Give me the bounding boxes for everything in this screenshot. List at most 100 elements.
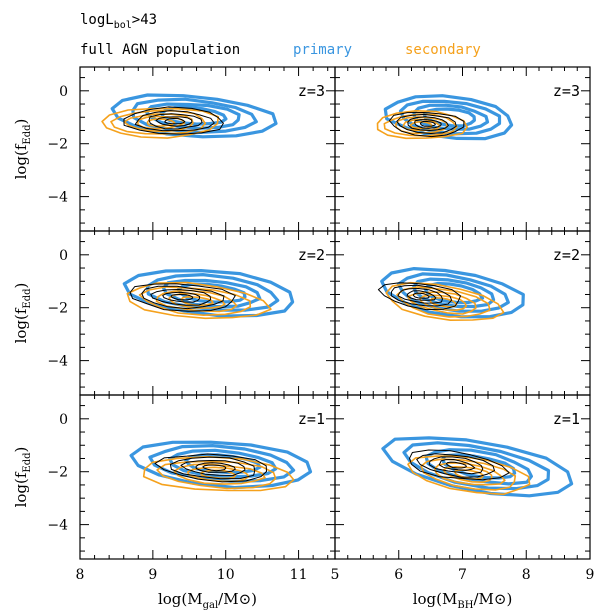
x-axis-label-part: ⊙ xyxy=(494,590,507,608)
full-contour-level-1 xyxy=(377,282,461,311)
full-contour-level-4 xyxy=(438,459,476,471)
secondary-contour-level-1 xyxy=(376,110,468,140)
y-axis-label-main: log(f xyxy=(12,307,30,343)
full-contour-level-3 xyxy=(150,289,212,306)
secondary-contour-level-3 xyxy=(173,463,266,485)
x-axis-label: log(Mgal/M⊙) xyxy=(158,590,257,611)
contours xyxy=(122,269,295,320)
contours xyxy=(376,94,514,141)
x-axis-label-part: gal xyxy=(203,600,219,611)
panel-z2-col0: z=2 0 −2 −4 xyxy=(47,230,336,396)
x-tick-label: 7 xyxy=(458,567,467,583)
x-tick-label: 11 xyxy=(290,567,308,583)
full-contour-level-4 xyxy=(162,291,201,303)
y-tick-label: −2 xyxy=(47,301,68,317)
full-contour-level-5 xyxy=(164,118,186,125)
x-axis-label: log(MBH/M⊙) xyxy=(413,590,513,611)
full-contour-level-5 xyxy=(412,292,430,299)
y-axis-label: log(fEdd) xyxy=(12,283,33,344)
panel-z3-col0: z=3 0 −2 −4 xyxy=(47,66,336,232)
full-contour-level-5 xyxy=(420,120,436,127)
x-axis-label-part: log(M xyxy=(158,590,203,608)
panel-z2-col1: z=2 xyxy=(334,230,591,396)
x-axis-label-part: ) xyxy=(506,590,512,608)
secondary-contour-level-3 xyxy=(155,289,238,313)
y-axis-label-sub: Edd xyxy=(22,124,33,145)
full-contour-level-1 xyxy=(129,283,236,312)
full-contour-level-2 xyxy=(390,284,453,307)
x-tick-label: 9 xyxy=(148,567,157,583)
y-axis-label-main: log(f xyxy=(12,143,30,179)
y-tick-label: −4 xyxy=(47,518,68,534)
y-axis-label-main: log(f xyxy=(12,471,30,507)
redshift-label: z=2 xyxy=(298,246,325,264)
x-tick-label: 10 xyxy=(217,567,235,583)
full-contour-level-2 xyxy=(169,456,256,480)
full-contour-level-3 xyxy=(428,456,484,475)
y-axis-label-end: ) xyxy=(12,119,30,125)
x-axis-label-part: ⊙ xyxy=(239,590,252,608)
x-axis-label-part: /M xyxy=(473,590,493,608)
legend-full-population: full AGN population xyxy=(80,42,240,58)
full-contour-level-4 xyxy=(155,116,193,127)
x-tick-label: 5 xyxy=(331,567,340,583)
full-contour-level-3 xyxy=(148,113,203,130)
secondary-contour-level-2 xyxy=(396,286,491,318)
full-contour-level-1 xyxy=(409,449,510,481)
secondary-contour-level-4 xyxy=(168,292,226,309)
full-contour-level-3 xyxy=(407,116,449,131)
full-contour-level-2 xyxy=(416,453,495,478)
primary-contour-level-2 xyxy=(398,99,502,136)
legend-primary: primary xyxy=(293,42,352,58)
full-contour-level-4 xyxy=(414,119,442,129)
y-axis-label-end: ) xyxy=(12,283,30,289)
redshift-label: z=3 xyxy=(298,82,325,100)
secondary-contour-level-1 xyxy=(407,455,531,496)
x-tick-label: 8 xyxy=(76,567,85,583)
x-tick-label: 6 xyxy=(394,567,403,583)
luminosity-cut-main: logL xyxy=(80,12,114,28)
y-tick-label: −2 xyxy=(47,465,68,481)
y-axis-label-sub: Edd xyxy=(22,288,33,309)
redshift-label: z=3 xyxy=(553,82,580,100)
luminosity-cut-tail: >43 xyxy=(132,12,157,28)
y-tick-label: 0 xyxy=(59,84,68,100)
y-axis-label: log(fEdd) xyxy=(12,119,33,180)
x-axis-label-part: ) xyxy=(251,590,257,608)
y-axis-label-end: ) xyxy=(12,447,30,453)
y-tick-label: 0 xyxy=(59,248,68,264)
full-contour-level-1 xyxy=(154,453,267,483)
luminosity-cut: logLbol>43 xyxy=(80,12,157,31)
panel-frame xyxy=(334,66,591,232)
secondary-contour-level-1 xyxy=(385,281,505,321)
full-contour-level-5 xyxy=(170,294,194,301)
y-axis-label-sub: Edd xyxy=(22,452,33,473)
x-axis-label-part: /M xyxy=(218,590,238,608)
secondary-contour-level-3 xyxy=(394,116,448,135)
primary-contour-level-2 xyxy=(396,272,510,313)
legend-secondary: secondary xyxy=(405,42,481,58)
redshift-label: z=2 xyxy=(553,246,580,264)
full-contour-level-4 xyxy=(406,290,437,301)
full-contour-level-4 xyxy=(195,462,236,473)
y-tick-label: −4 xyxy=(47,190,68,206)
panel-z3-col1: z=3 xyxy=(334,66,591,232)
figure-header: logLbol>43 full AGN population primary s… xyxy=(80,12,481,58)
contours xyxy=(129,440,313,492)
x-axis-label-part: BH xyxy=(457,600,473,611)
full-contour-level-5 xyxy=(202,464,227,472)
secondary-contour-level-3 xyxy=(433,462,506,486)
y-tick-label: −2 xyxy=(47,137,68,153)
secondary-contour-level-2 xyxy=(110,109,207,135)
full-contour-level-2 xyxy=(396,113,457,134)
secondary-contour-level-2 xyxy=(420,458,517,491)
contours xyxy=(381,436,574,498)
redshift-label: z=1 xyxy=(553,410,580,428)
panel-grid: z=3 0 −2 −4 z=3 z=2 0 −2 −4 z=2 z=1 0 −2 −4 z=1 xyxy=(47,66,591,560)
panel-z1-col0: z=1 0 −2 −4 xyxy=(47,394,336,560)
panel-frame xyxy=(334,230,591,396)
full-contour-level-2 xyxy=(141,285,225,310)
luminosity-cut-sub: bol xyxy=(114,20,132,31)
y-tick-label: 0 xyxy=(59,412,68,428)
full-contour-level-3 xyxy=(397,288,443,304)
